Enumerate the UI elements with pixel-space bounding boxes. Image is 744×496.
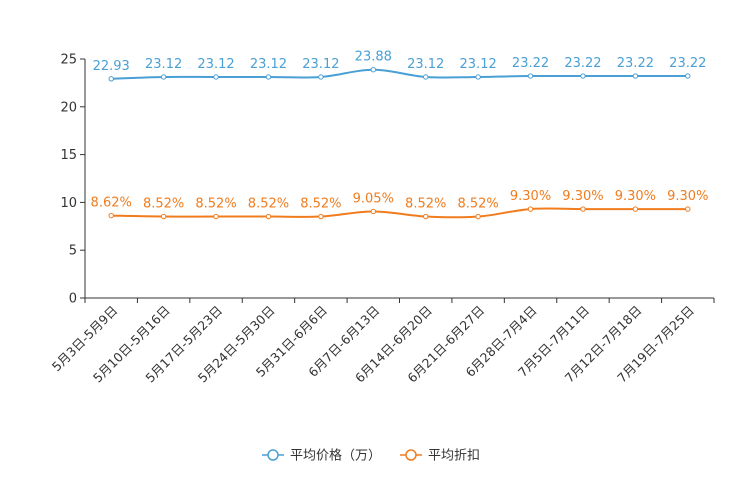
series-1: 22.93 23.12 23.12 23.12 23.12 23.88 23.12 23.12… <box>93 50 706 82</box>
data-label: 23.22 <box>564 56 601 71</box>
axes: 05101520255月3日-5月9日5月10日-5月16日5月17日-5月23… <box>49 53 715 386</box>
data-point[interactable] <box>423 213 429 220</box>
data-label: 23.12 <box>302 57 339 72</box>
legend-marker-icon <box>405 449 417 461</box>
data-label: 9.30% <box>510 189 551 204</box>
y-tick-label: 20 <box>60 100 77 115</box>
data-label: 23.22 <box>617 56 654 71</box>
data-label: 8.62% <box>91 196 132 211</box>
data-label: 22.93 <box>93 59 130 74</box>
y-tick-label: 10 <box>60 196 77 211</box>
data-label: 8.52% <box>457 197 498 212</box>
data-point[interactable] <box>527 206 534 212</box>
data-point[interactable] <box>318 213 324 220</box>
y-tick-label: 15 <box>60 148 77 163</box>
data-label: 9.30% <box>615 189 656 204</box>
data-label: 23.12 <box>250 57 287 72</box>
data-point[interactable] <box>370 208 376 215</box>
y-tick-label: 0 <box>69 292 77 307</box>
data-point[interactable] <box>527 73 534 79</box>
series-layer: 22.93 23.12 23.12 23.12 23.12 23.88 23.12 23.12… <box>91 50 708 220</box>
series-2: 8.62% 8.52% 8.52% 8.52% 8.52% 9.05% 8.52% 8.52%… <box>91 189 708 220</box>
legend[interactable]: 平均价格（万） 平均折扣 <box>262 448 480 464</box>
data-point[interactable] <box>632 206 639 212</box>
data-point[interactable] <box>580 73 586 79</box>
data-point[interactable] <box>265 213 272 220</box>
data-point[interactable] <box>265 74 272 80</box>
data-label: 23.12 <box>460 57 497 72</box>
data-point[interactable] <box>632 73 639 79</box>
data-point[interactable] <box>213 213 219 220</box>
data-label: 9.05% <box>353 191 394 206</box>
data-label: 23.22 <box>669 56 706 71</box>
data-point[interactable] <box>160 74 167 80</box>
data-label: 23.12 <box>407 57 444 72</box>
data-point[interactable] <box>580 206 586 212</box>
series-line <box>111 68 688 80</box>
data-label: 8.52% <box>300 197 341 212</box>
y-tick-label: 5 <box>69 244 77 259</box>
legend-item-1[interactable]: 平均价格（万） <box>262 448 381 464</box>
series-line <box>111 207 688 219</box>
data-point[interactable] <box>160 213 167 220</box>
data-label: 23.88 <box>355 50 392 65</box>
data-point[interactable] <box>370 67 376 73</box>
legend-item-2[interactable]: 平均折扣 <box>400 449 480 464</box>
data-point[interactable] <box>318 74 324 80</box>
legend-label: 平均折扣 <box>428 449 480 464</box>
data-point[interactable] <box>475 74 481 80</box>
data-point[interactable] <box>423 74 429 80</box>
data-label: 23.12 <box>197 57 234 72</box>
data-point[interactable] <box>475 213 481 220</box>
data-label: 9.30% <box>562 189 603 204</box>
data-label: 8.52% <box>195 197 236 212</box>
data-point[interactable] <box>108 212 114 219</box>
data-label: 9.30% <box>667 189 708 204</box>
data-label: 8.52% <box>248 197 289 212</box>
data-label: 23.12 <box>145 57 182 72</box>
data-label: 23.22 <box>512 56 549 71</box>
data-point[interactable] <box>685 73 691 79</box>
y-tick-label: 25 <box>60 53 77 68</box>
data-label: 8.52% <box>143 197 184 212</box>
data-point[interactable] <box>685 206 691 212</box>
data-label: 8.52% <box>405 197 446 212</box>
legend-marker-icon <box>267 449 279 461</box>
legend-label: 平均价格（万） <box>290 448 381 464</box>
data-point[interactable] <box>213 74 219 80</box>
data-point[interactable] <box>108 76 114 82</box>
